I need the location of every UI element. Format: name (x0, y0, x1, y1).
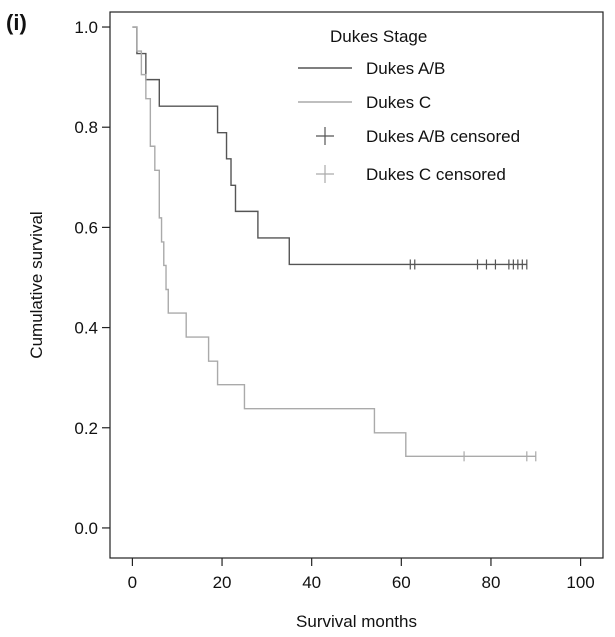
x-axis: 0 20 40 60 80 100 (128, 558, 595, 592)
legend-label: Dukes C censored (366, 165, 506, 184)
y-tick-label: 0.2 (74, 419, 98, 438)
legend: Dukes Stage Dukes A/B Dukes C Dukes A/B ce… (298, 27, 520, 184)
x-tick-label: 80 (481, 573, 500, 592)
legend-label: Dukes C (366, 93, 431, 112)
y-tick-label: 0.8 (74, 118, 98, 137)
x-tick-label: 100 (566, 573, 594, 592)
y-axis: 0.0 0.2 0.4 0.6 0.8 1.0 (74, 18, 110, 538)
legend-title: Dukes Stage (330, 27, 427, 46)
y-tick-label: 0.6 (74, 218, 98, 237)
y-tick-label: 0.4 (74, 319, 98, 338)
legend-label: Dukes A/B (366, 59, 445, 78)
y-tick-label: 1.0 (74, 18, 98, 37)
legend-label: Dukes A/B censored (366, 127, 520, 146)
panel-label: (i) (6, 10, 27, 35)
series-layer (132, 26, 537, 462)
x-tick-label: 0 (128, 573, 137, 592)
y-axis-title: Cumulative survival (27, 211, 46, 358)
x-tick-label: 40 (302, 573, 321, 592)
plot-frame (109, 11, 604, 559)
x-tick-label: 20 (213, 573, 232, 592)
series-line-c (132, 26, 536, 458)
x-tick-label: 60 (392, 573, 411, 592)
x-axis-title: Survival months (296, 612, 417, 631)
y-tick-label: 0.0 (74, 519, 98, 538)
series-line-ab (132, 26, 527, 266)
